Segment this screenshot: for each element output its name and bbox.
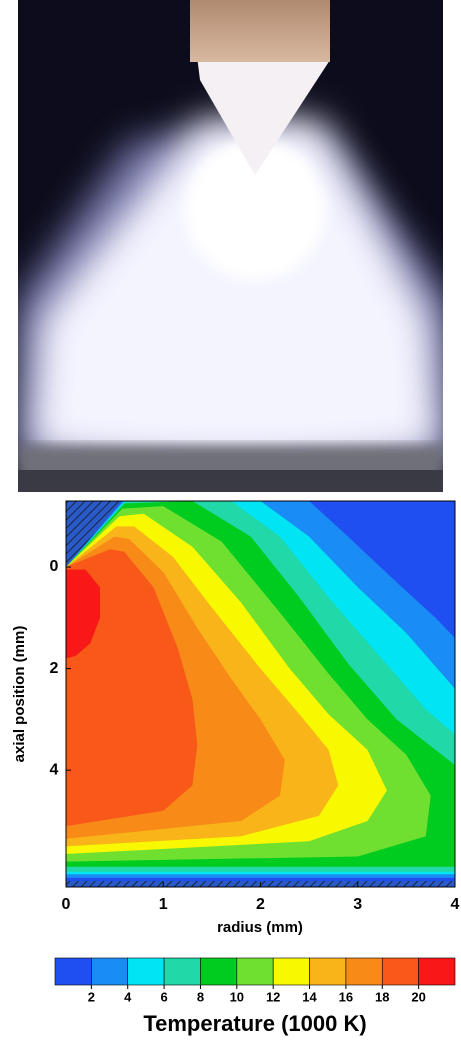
colorbar-swatch: [272, 957, 310, 986]
nozzle-region: [66, 501, 122, 567]
x-tick-label: 1: [159, 896, 168, 913]
x-tick-label: 4: [451, 896, 460, 913]
colorbar-tick-label: 8: [197, 989, 204, 1004]
colorbar-tick-label: 10: [230, 989, 244, 1004]
y-tick-label: 2: [50, 660, 59, 677]
colorbar-swatch: [163, 957, 201, 986]
colorbar-tick-label: 16: [339, 989, 353, 1004]
colorbar-tick-label: 18: [375, 989, 389, 1004]
colorbar-swatch: [345, 957, 383, 986]
colorbar-tick-label: 2: [88, 989, 95, 1004]
photo: [18, 0, 443, 492]
y-axis-label: axial position (mm): [11, 626, 28, 763]
colorbar-tick-label: 14: [302, 989, 317, 1004]
x-tick-label: 0: [62, 896, 71, 913]
colorbar-swatch: [54, 957, 92, 986]
colorbar-swatch: [127, 957, 165, 986]
colorbar-swatch: [236, 957, 274, 986]
colorbar-swatch: [200, 957, 238, 986]
x-axis-label: radius (mm): [217, 919, 303, 936]
colorbar-label: Temperature (1000 K): [143, 1011, 366, 1036]
colorbar-swatch: [381, 957, 419, 986]
y-tick-label: 4: [50, 761, 59, 778]
colorbar-swatch: [91, 957, 129, 986]
colorbar-tick-label: 12: [266, 989, 280, 1004]
colorbar-tick-label: 4: [124, 989, 132, 1004]
colorbar-swatch: [418, 957, 456, 986]
y-tick-label: 0: [50, 558, 59, 575]
colorbar-tick-label: 20: [411, 989, 425, 1004]
colorbar-swatch: [309, 957, 347, 986]
contour-band: [66, 569, 100, 659]
x-tick-label: 3: [353, 896, 362, 913]
contour-layer: [66, 501, 455, 878]
x-tick-label: 2: [256, 896, 265, 913]
colorbar-tick-label: 6: [160, 989, 167, 1004]
